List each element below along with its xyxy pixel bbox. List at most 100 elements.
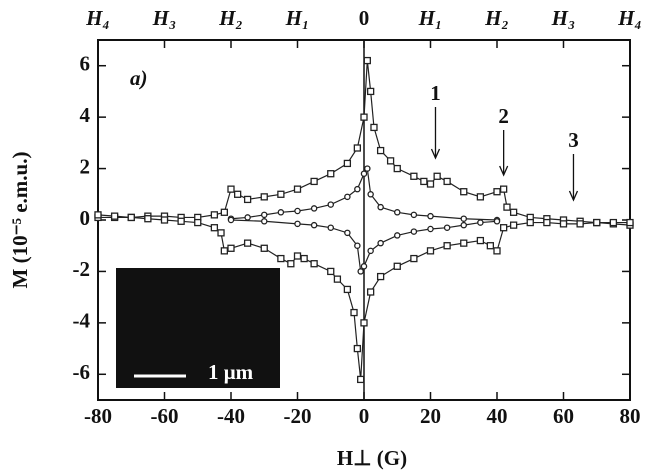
circle-marker — [443, 224, 451, 231]
square-marker — [260, 244, 268, 252]
square-marker — [277, 190, 285, 198]
circle-marker — [354, 185, 361, 193]
square-marker — [503, 203, 511, 211]
square-marker — [353, 144, 362, 152]
square-marker — [227, 244, 235, 252]
circle-marker — [493, 218, 501, 225]
arrow-head — [430, 148, 441, 160]
square-marker — [366, 87, 375, 96]
y-tick-label: -6 — [73, 360, 91, 384]
circle-marker — [427, 225, 434, 233]
x-tick-label: 40 — [487, 404, 508, 428]
circle-marker — [460, 221, 467, 229]
top-x-tick-label: H₁ — [285, 6, 310, 30]
square-marker — [609, 218, 618, 227]
circle-marker — [377, 239, 384, 247]
square-marker — [94, 211, 102, 219]
y-tick-label: -4 — [73, 309, 91, 333]
x-axis-label: H⊥ (G) — [337, 446, 407, 470]
square-marker — [370, 123, 378, 132]
circle-marker — [294, 220, 301, 228]
circle-marker — [354, 242, 361, 249]
square-marker — [233, 190, 242, 198]
circle-marker — [327, 224, 334, 231]
top-x-tick-label: H₃ — [551, 6, 576, 30]
square-marker — [210, 224, 219, 232]
square-marker — [160, 216, 169, 224]
square-marker — [310, 177, 318, 186]
top-x-tick-label: H₂ — [484, 6, 509, 30]
square-marker — [509, 221, 518, 229]
circle-marker — [357, 268, 364, 275]
square-marker — [310, 260, 318, 268]
square-marker — [460, 239, 468, 247]
square-marker — [357, 375, 365, 384]
square-marker — [343, 285, 352, 294]
square-marker — [393, 262, 401, 270]
square-marker — [194, 218, 202, 227]
square-marker — [593, 218, 601, 227]
square-marker — [426, 247, 435, 255]
circle-marker — [277, 209, 285, 216]
circle-marker — [310, 221, 318, 229]
arrow-head — [499, 165, 509, 177]
square-marker — [127, 213, 135, 222]
square-marker — [217, 229, 225, 237]
square-marker — [300, 254, 308, 263]
arrow-label: 1 — [430, 81, 441, 105]
circle-marker — [294, 207, 301, 215]
square-marker — [293, 252, 302, 260]
arrow-label: 3 — [568, 128, 579, 152]
y-tick-label: 0 — [80, 206, 91, 230]
circle-marker — [460, 215, 467, 222]
square-marker — [410, 172, 418, 180]
x-tick-label: -80 — [84, 404, 112, 428]
square-marker — [350, 308, 358, 317]
circle-marker — [260, 211, 268, 219]
square-marker — [410, 254, 418, 263]
square-marker — [220, 208, 229, 216]
circle-marker — [393, 232, 401, 239]
circle-marker — [327, 201, 334, 208]
square-marker — [343, 159, 352, 168]
square-marker — [476, 236, 485, 245]
circle-marker — [393, 209, 401, 216]
square-marker — [353, 344, 362, 353]
y-tick-label: 4 — [80, 103, 91, 127]
y-axis-label: M (10⁻⁵ e.m.u.) — [8, 152, 32, 289]
square-marker — [526, 218, 534, 227]
top-x-tick-label: H₂ — [218, 6, 243, 30]
square-marker — [376, 146, 385, 155]
square-marker — [287, 260, 295, 268]
square-marker — [293, 185, 302, 193]
square-marker — [499, 185, 508, 193]
arrow-head — [568, 190, 579, 202]
square-marker — [393, 164, 401, 173]
circle-marker — [310, 205, 318, 212]
square-marker — [420, 177, 428, 186]
circle-marker — [410, 211, 418, 219]
top-x-tick-label: H₄ — [85, 6, 110, 30]
inset-image — [116, 268, 280, 388]
square-marker — [243, 239, 252, 247]
square-marker — [376, 272, 385, 281]
square-marker — [360, 113, 368, 121]
square-marker — [576, 220, 584, 228]
y-tick-label: 2 — [80, 154, 91, 178]
x-tick-label: -20 — [284, 404, 312, 428]
scale-label: 1 μm — [208, 360, 254, 384]
square-marker — [110, 212, 119, 220]
x-tick-label: 60 — [553, 404, 574, 428]
square-marker — [386, 157, 395, 165]
square-marker — [426, 180, 435, 188]
y-tick-label: 6 — [80, 52, 91, 76]
circle-marker — [227, 216, 235, 224]
square-marker — [543, 218, 551, 227]
x-tick-label: 0 — [359, 404, 370, 428]
x-tick-label: 80 — [620, 404, 641, 428]
circle-marker — [364, 165, 371, 172]
top-x-tick-label: H₁ — [418, 6, 443, 30]
square-marker — [443, 242, 451, 250]
square-marker — [277, 254, 285, 263]
square-marker — [327, 267, 335, 276]
